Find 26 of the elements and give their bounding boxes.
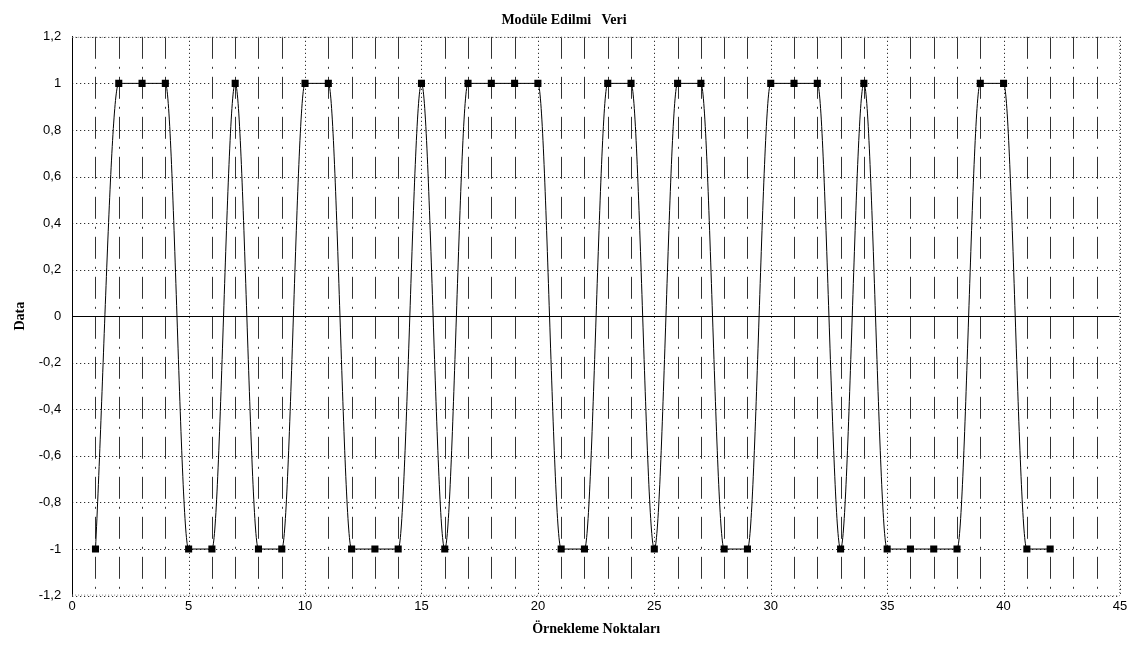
y-tick-label: 1	[53, 74, 62, 90]
y-tick-label: -1	[49, 540, 62, 556]
y-axis-title: Data	[12, 301, 28, 331]
x-tick-label: 25	[647, 597, 662, 613]
x-tick-label: 0	[68, 597, 76, 613]
x-tick-label: 45	[1112, 597, 1128, 613]
y-tick-label: -0,8	[38, 494, 62, 510]
y-tick-label: 0,8	[43, 121, 62, 137]
x-tick-label: 5	[185, 597, 193, 613]
x-tick-label: 20	[530, 597, 546, 613]
y-tick-label: 0,6	[43, 168, 62, 184]
x-tick-label: 15	[414, 597, 429, 613]
y-tick-label: 1,2	[43, 28, 62, 44]
x-tick-label: 10	[297, 597, 313, 613]
x-tick-label: 30	[763, 597, 778, 613]
y-tick-label: -0,4	[38, 400, 62, 416]
x-tick-label: 35	[879, 597, 895, 613]
x-tick-label: 40	[996, 597, 1011, 613]
y-tick-label: 0	[53, 307, 62, 323]
y-tick-label: -0,2	[38, 354, 62, 370]
y-tick-label: 0,4	[43, 214, 62, 230]
y-tick-label: -0,6	[38, 447, 62, 463]
y-tick-label: -1,2	[38, 587, 62, 603]
chart-title: Modüle Edilmi Veri	[501, 12, 627, 28]
x-axis-title: Örnekleme Noktaları	[532, 620, 661, 637]
y-tick-label: 0,2	[43, 261, 62, 277]
